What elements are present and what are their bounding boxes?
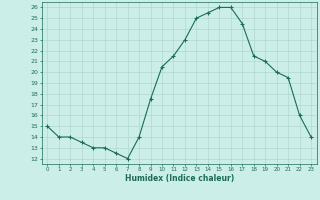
X-axis label: Humidex (Indice chaleur): Humidex (Indice chaleur): [124, 174, 234, 183]
